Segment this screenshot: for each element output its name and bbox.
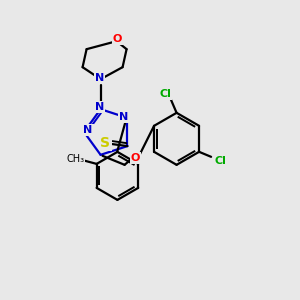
Text: N: N — [95, 73, 104, 83]
Text: Cl: Cl — [160, 89, 172, 99]
Text: Cl: Cl — [214, 156, 226, 166]
Text: N: N — [119, 112, 128, 122]
Text: O: O — [131, 153, 140, 163]
Text: N: N — [95, 102, 104, 112]
Text: N: N — [83, 125, 93, 135]
Text: O: O — [113, 34, 122, 44]
Text: CH₃: CH₃ — [67, 154, 85, 164]
Text: S: S — [100, 136, 110, 150]
